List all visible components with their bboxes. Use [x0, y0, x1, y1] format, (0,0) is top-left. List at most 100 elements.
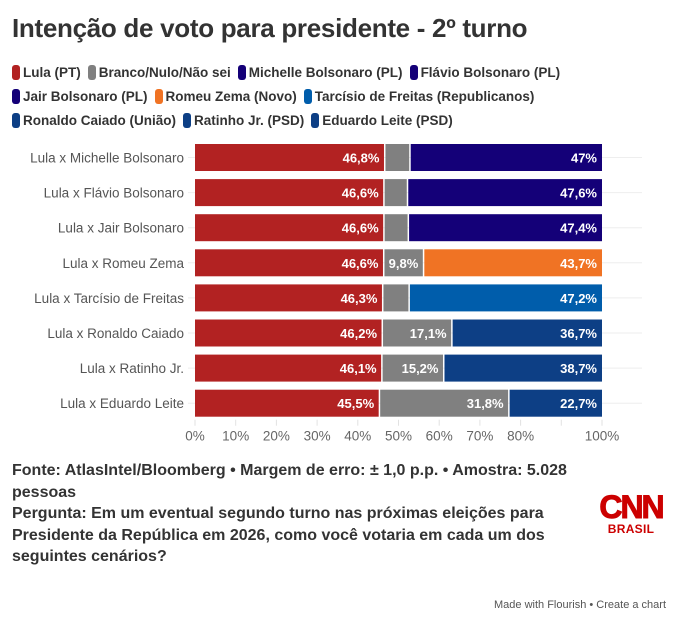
- legend-item[interactable]: Branco/Nulo/Não sei: [87, 62, 231, 83]
- bar-lula-value-label: 46,6%: [342, 256, 379, 271]
- legend-item[interactable]: Michelle Bolsonaro (PL): [237, 62, 403, 83]
- bar-opponent: [444, 354, 602, 382]
- cnn-brasil-logo: CNN BRASIL: [598, 489, 665, 537]
- bar-blank-value-label: 31,8%: [467, 396, 504, 411]
- x-tick-label: 100%: [585, 429, 620, 444]
- bar-opponent: [408, 179, 602, 207]
- x-tick-label: 10%: [222, 429, 249, 444]
- legend-item[interactable]: Lula (PT): [12, 62, 81, 83]
- create-chart-link[interactable]: Create a chart: [596, 599, 666, 611]
- legend-label: Ratinho Jr. (PSD): [194, 113, 305, 128]
- bar-lula-value-label: 46,6%: [342, 186, 379, 201]
- bar-lula-value-label: 46,8%: [343, 151, 380, 166]
- bar-blank: [382, 354, 443, 382]
- bar-lula-value-label: 46,6%: [342, 221, 379, 236]
- bar-lula: [195, 284, 382, 312]
- legend-swatch: [237, 65, 246, 80]
- x-tick-label: 60%: [426, 429, 453, 444]
- chart-title: Intenção de voto para presidente - 2º tu…: [12, 13, 528, 43]
- source-note: Fonte: AtlasIntel/Bloomberg • Margem de …: [12, 462, 567, 501]
- bar-opponent-value-label: 22,7%: [560, 396, 597, 411]
- legend-swatch: [154, 89, 163, 104]
- bar-lula-value-label: 46,1%: [340, 361, 377, 376]
- legend-swatch: [409, 65, 418, 80]
- bar-lula: [195, 354, 382, 382]
- legend-label: Flávio Bolsonaro (PL): [420, 65, 561, 80]
- made-with-flourish-link[interactable]: Made with Flourish: [494, 599, 587, 611]
- legend-swatch: [183, 113, 191, 128]
- category-label: Lula x Michelle Bolsonaro: [30, 151, 184, 166]
- x-tick-label: 80%: [507, 429, 534, 444]
- legend-swatch: [12, 65, 20, 80]
- legend-label: Jair Bolsonaro (PL): [23, 89, 148, 104]
- bar-opponent: [452, 319, 602, 347]
- bar-blank: [384, 214, 408, 242]
- x-tick-label: 70%: [466, 429, 493, 444]
- bar-lula: [195, 144, 384, 171]
- legend-label: Eduardo Leite (PSD): [322, 113, 453, 128]
- legend-label: Ronaldo Caiado (União): [23, 113, 176, 128]
- category-label: Lula x Jair Bolsonaro: [58, 221, 184, 236]
- bar-lula: [195, 249, 383, 277]
- legend-label: Branco/Nulo/Não sei: [98, 65, 231, 80]
- bar-opponent-value-label: 47,4%: [560, 221, 597, 236]
- legend-item[interactable]: Ronaldo Caiado (União): [12, 110, 176, 131]
- credit-separator: •: [586, 599, 597, 611]
- legend-swatch: [311, 113, 320, 128]
- category-label: Lula x Flávio Bolsonaro: [44, 186, 184, 201]
- cnn-logo-text: CNN: [599, 489, 665, 525]
- bar-blank: [380, 389, 509, 417]
- bar-blank-value-label: 17,1%: [410, 326, 447, 341]
- bar-blank: [383, 319, 452, 347]
- legend-swatch: [12, 113, 20, 128]
- x-tick-label: 30%: [304, 429, 331, 444]
- bar-opponent: [424, 249, 602, 277]
- legend-item[interactable]: Jair Bolsonaro (PL): [12, 86, 148, 107]
- legend-label: Tarcísio de Freitas (Republicanos): [314, 89, 535, 104]
- bar-opponent-value-label: 36,7%: [560, 326, 597, 341]
- bar-blank-value-label: 9,8%: [389, 256, 419, 271]
- category-label: Lula x Ronaldo Caiado: [47, 326, 184, 341]
- legend-label: Michelle Bolsonaro (PL): [248, 65, 403, 80]
- question-note: Pergunta: Em um eventual segundo turno n…: [12, 505, 545, 565]
- legend-item[interactable]: Ratinho Jr. (PSD): [183, 110, 304, 131]
- category-label: Lula x Eduardo Leite: [60, 396, 184, 411]
- legend-label: Lula (PT): [23, 65, 81, 80]
- category-label: Lula x Tarcísio de Freitas: [34, 291, 184, 306]
- bar-blank-value-label: 15,2%: [402, 361, 439, 376]
- bar-blank: [384, 179, 407, 207]
- category-label: Lula x Ratinho Jr.: [80, 361, 184, 376]
- footer-notes: Fonte: AtlasIntel/Bloomberg • Margem de …: [12, 460, 582, 568]
- x-tick-label: 50%: [385, 429, 412, 444]
- x-tick-label: 40%: [344, 429, 371, 444]
- legend-swatch: [303, 89, 312, 104]
- legend-item[interactable]: Flávio Bolsonaro (PL): [409, 62, 561, 83]
- category-label: Lula x Romeu Zema: [62, 256, 184, 271]
- bar-lula: [195, 319, 382, 347]
- bar-lula-value-label: 46,3%: [341, 291, 378, 306]
- bar-lula-value-label: 46,2%: [340, 326, 377, 341]
- bar-lula-value-label: 45,5%: [337, 396, 374, 411]
- flourish-credit: Made with Flourish • Create a chart: [494, 599, 666, 611]
- x-tick-label: 20%: [263, 429, 290, 444]
- bar-opponent-value-label: 38,7%: [560, 361, 597, 376]
- x-tick-label: 0%: [185, 429, 205, 444]
- bar-blank: [383, 284, 409, 312]
- bar-opponent-value-label: 47,2%: [560, 291, 597, 306]
- stacked-bar-chart: 0% 10% 20% 30% 40% 50% 60% 70% 80% 100% Lula x Mic…: [30, 144, 642, 444]
- bar-lula: [195, 389, 379, 417]
- legend-label: Romeu Zema (Novo): [165, 89, 297, 104]
- legend-item[interactable]: Tarcísio de Freitas (Republicanos): [303, 86, 535, 107]
- legend-swatch: [12, 89, 20, 104]
- bar-opponent: [410, 144, 602, 171]
- bar-opponent-value-label: 47%: [571, 151, 597, 166]
- bar-lula: [195, 214, 384, 242]
- legend-item[interactable]: Romeu Zema (Novo): [154, 86, 297, 107]
- legend-swatch: [87, 65, 96, 80]
- legend: Lula (PT) Branco/Nulo/Não sei Michelle Bol…: [12, 62, 672, 134]
- legend-item[interactable]: Eduardo Leite (PSD): [311, 110, 453, 131]
- bar-blank: [385, 144, 410, 171]
- bar-opponent-value-label: 47,6%: [560, 186, 597, 201]
- bar-opponent: [409, 214, 602, 242]
- bar-opponent: [409, 284, 602, 312]
